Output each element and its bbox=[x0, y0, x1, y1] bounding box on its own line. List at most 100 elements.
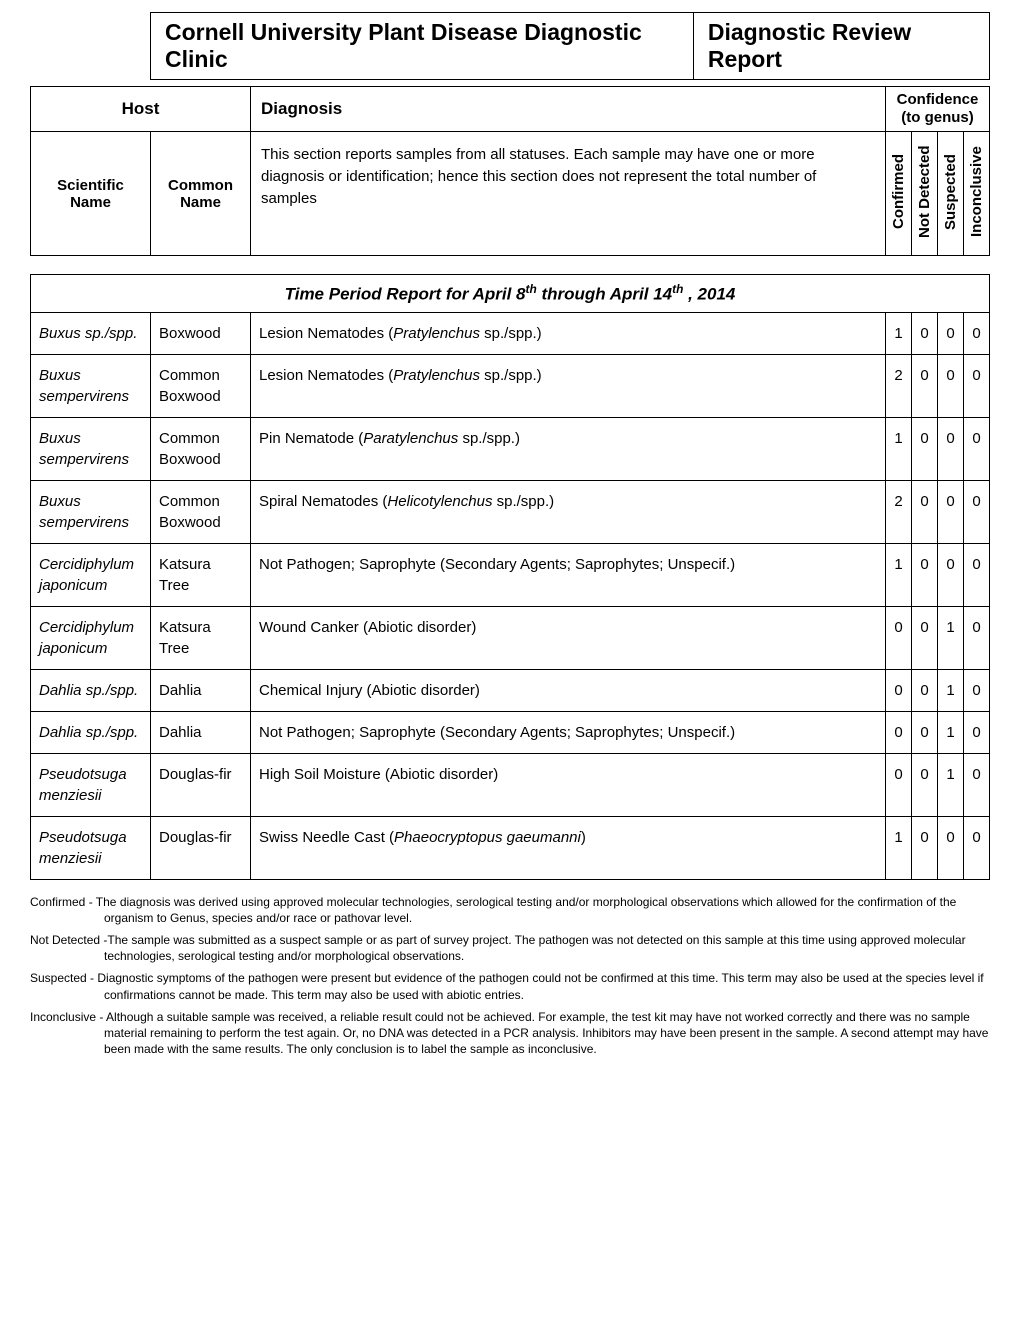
sci-cell: Dahlia sp./spp. bbox=[31, 711, 151, 753]
not-detected-cell: 0 bbox=[912, 417, 938, 480]
not-detected-cell: 0 bbox=[912, 816, 938, 879]
table-row: Buxus sempervirensCommon BoxwoodPin Nema… bbox=[31, 417, 990, 480]
col-confirmed-label: Confirmed bbox=[888, 132, 909, 252]
diag-cell: Not Pathogen; Saprophyte (Secondary Agen… bbox=[251, 711, 886, 753]
diag-cell: Spiral Nematodes (Helicotylenchus sp./sp… bbox=[251, 480, 886, 543]
inconclusive-cell: 0 bbox=[964, 816, 990, 879]
inconclusive-cell: 0 bbox=[964, 711, 990, 753]
col-suspected: Suspected bbox=[938, 132, 964, 256]
inconclusive-cell: 0 bbox=[964, 417, 990, 480]
table-row: Dahlia sp./spp.DahliaChemical Injury (Ab… bbox=[31, 669, 990, 711]
not-detected-cell: 0 bbox=[912, 711, 938, 753]
sci-cell: Cercidiphylum japonicum bbox=[31, 606, 151, 669]
diag-cell: High Soil Moisture (Abiotic disorder) bbox=[251, 753, 886, 816]
col-suspected-label: Suspected bbox=[940, 132, 961, 252]
not-detected-cell: 0 bbox=[912, 480, 938, 543]
diag-cell: Lesion Nematodes (Pratylenchus sp./spp.) bbox=[251, 312, 886, 354]
data-table: Time Period Report for April 8th through… bbox=[30, 274, 990, 880]
confirmed-cell: 1 bbox=[886, 312, 912, 354]
col-not-detected-label: Not Detected bbox=[914, 132, 935, 252]
suspected-cell: 0 bbox=[938, 312, 964, 354]
confirmed-cell: 1 bbox=[886, 543, 912, 606]
common-name-header: Common Name bbox=[151, 132, 251, 256]
confirmed-cell: 1 bbox=[886, 417, 912, 480]
suspected-cell: 0 bbox=[938, 816, 964, 879]
com-cell: Common Boxwood bbox=[151, 480, 251, 543]
table-row: Cercidiphylum japonicumKatsura TreeNot P… bbox=[31, 543, 990, 606]
header-description: This section reports samples from all st… bbox=[251, 132, 886, 256]
sci-cell: Dahlia sp./spp. bbox=[31, 669, 151, 711]
com-cell: Katsura Tree bbox=[151, 606, 251, 669]
suspected-cell: 0 bbox=[938, 354, 964, 417]
table-row: Buxus sempervirensCommon BoxwoodSpiral N… bbox=[31, 480, 990, 543]
com-cell: Douglas-fir bbox=[151, 753, 251, 816]
host-header: Host bbox=[31, 87, 251, 132]
col-not-detected: Not Detected bbox=[912, 132, 938, 256]
diag-cell: Chemical Injury (Abiotic disorder) bbox=[251, 669, 886, 711]
com-cell: Douglas-fir bbox=[151, 816, 251, 879]
inconclusive-cell: 0 bbox=[964, 480, 990, 543]
confirmed-cell: 0 bbox=[886, 711, 912, 753]
table-row: Cercidiphylum japonicumKatsura TreeWound… bbox=[31, 606, 990, 669]
sci-cell: Buxus sp./spp. bbox=[31, 312, 151, 354]
sci-cell: Buxus sempervirens bbox=[31, 354, 151, 417]
diag-cell: Pin Nematode (Paratylenchus sp./spp.) bbox=[251, 417, 886, 480]
diagnosis-header: Diagnosis bbox=[251, 87, 886, 132]
not-detected-cell: 0 bbox=[912, 669, 938, 711]
sci-cell: Cercidiphylum japonicum bbox=[31, 543, 151, 606]
title-left: Cornell University Plant Disease Diagnos… bbox=[150, 12, 694, 80]
com-cell: Dahlia bbox=[151, 669, 251, 711]
def-confirmed: Confirmed - The diagnosis was derived us… bbox=[30, 894, 990, 926]
suspected-cell: 0 bbox=[938, 543, 964, 606]
diag-cell: Wound Canker (Abiotic disorder) bbox=[251, 606, 886, 669]
confirmed-cell: 0 bbox=[886, 669, 912, 711]
table-row: Buxus sempervirensCommon BoxwoodLesion N… bbox=[31, 354, 990, 417]
sci-cell: Buxus sempervirens bbox=[31, 480, 151, 543]
suspected-cell: 0 bbox=[938, 417, 964, 480]
def-suspected: Suspected - Diagnostic symptoms of the p… bbox=[30, 970, 990, 1002]
to-genus-label: (to genus) bbox=[901, 109, 974, 126]
header-table: Host Diagnosis Confidence (to genus) Con… bbox=[30, 86, 990, 256]
com-cell: Common Boxwood bbox=[151, 354, 251, 417]
period-sup1: th bbox=[526, 282, 537, 296]
inconclusive-cell: 0 bbox=[964, 543, 990, 606]
com-cell: Common Boxwood bbox=[151, 417, 251, 480]
diag-cell: Swiss Needle Cast (Phaeocryptopus gaeuma… bbox=[251, 816, 886, 879]
com-cell: Dahlia bbox=[151, 711, 251, 753]
not-detected-cell: 0 bbox=[912, 543, 938, 606]
def-not-detected: Not Detected -The sample was submitted a… bbox=[30, 932, 990, 964]
period-suffix: , 2014 bbox=[683, 285, 735, 304]
time-period-header: Time Period Report for April 8th through… bbox=[31, 275, 990, 313]
period-sup2: th bbox=[672, 282, 683, 296]
def-inconclusive: Inconclusive - Although a suitable sampl… bbox=[30, 1009, 990, 1058]
confirmed-cell: 0 bbox=[886, 606, 912, 669]
inconclusive-cell: 0 bbox=[964, 354, 990, 417]
inconclusive-cell: 0 bbox=[964, 606, 990, 669]
not-detected-cell: 0 bbox=[912, 312, 938, 354]
com-cell: Boxwood bbox=[151, 312, 251, 354]
sci-cell: Pseudotsuga menziesii bbox=[31, 753, 151, 816]
col-confirmed: Confirmed bbox=[886, 132, 912, 256]
scientific-name-header: Scientific Name bbox=[31, 132, 151, 256]
table-row: Dahlia sp./spp.DahliaNot Pathogen; Sapro… bbox=[31, 711, 990, 753]
not-detected-cell: 0 bbox=[912, 606, 938, 669]
inconclusive-cell: 0 bbox=[964, 312, 990, 354]
suspected-cell: 1 bbox=[938, 711, 964, 753]
com-cell: Katsura Tree bbox=[151, 543, 251, 606]
suspected-cell: 1 bbox=[938, 669, 964, 711]
col-inconclusive: Inconclusive bbox=[964, 132, 990, 256]
title-right: Diagnostic Review Report bbox=[694, 12, 990, 80]
inconclusive-cell: 0 bbox=[964, 753, 990, 816]
table-row: Pseudotsuga menziesiiDouglas-firHigh Soi… bbox=[31, 753, 990, 816]
col-inconclusive-label: Inconclusive bbox=[966, 132, 987, 252]
confirmed-cell: 1 bbox=[886, 816, 912, 879]
suspected-cell: 1 bbox=[938, 606, 964, 669]
period-prefix: Time Period Report for April 8 bbox=[285, 285, 526, 304]
period-mid: through April 14 bbox=[537, 285, 672, 304]
table-row: Buxus sp./spp.BoxwoodLesion Nematodes (P… bbox=[31, 312, 990, 354]
table-row: Pseudotsuga menziesiiDouglas-firSwiss Ne… bbox=[31, 816, 990, 879]
inconclusive-cell: 0 bbox=[964, 669, 990, 711]
confirmed-cell: 2 bbox=[886, 354, 912, 417]
sci-cell: Buxus sempervirens bbox=[31, 417, 151, 480]
confidence-label: Confidence bbox=[897, 91, 979, 108]
